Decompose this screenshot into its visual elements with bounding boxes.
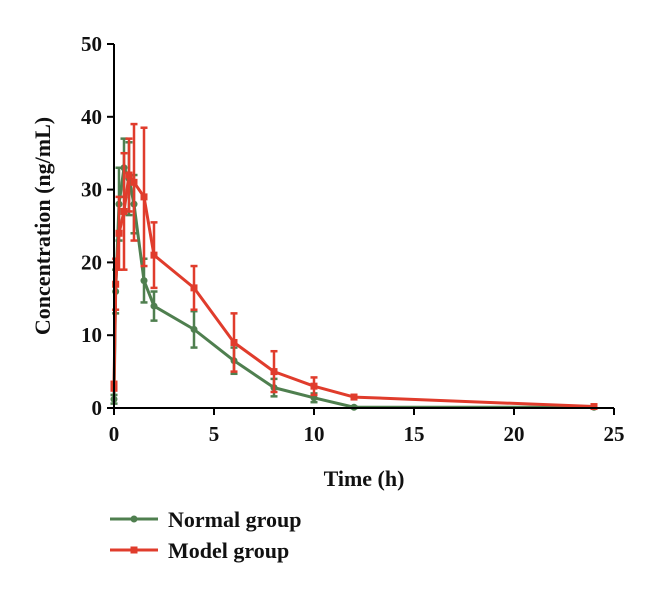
y-axis-title: Concentration (ng/mL) bbox=[30, 117, 55, 335]
legend-label-model-group: Model group bbox=[168, 538, 289, 563]
data-point bbox=[590, 403, 598, 411]
data-point bbox=[120, 207, 128, 215]
data-point bbox=[115, 229, 123, 237]
legend-label-normal-group: Normal group bbox=[168, 507, 301, 532]
series-normal-group bbox=[110, 137, 598, 411]
x-tick-label: 5 bbox=[209, 422, 220, 446]
y-tick-label: 0 bbox=[92, 396, 103, 420]
data-point bbox=[350, 393, 358, 401]
legend-item-model-group: Model group bbox=[110, 538, 289, 563]
series-model-group bbox=[110, 122, 598, 411]
y-tick-label: 10 bbox=[81, 323, 102, 347]
data-point bbox=[150, 302, 158, 310]
plot-area bbox=[110, 122, 598, 411]
data-point bbox=[310, 382, 318, 390]
y-tick-label: 50 bbox=[81, 32, 102, 56]
legend-marker-normal-group bbox=[130, 515, 138, 523]
series-line-normal-group bbox=[112, 166, 594, 409]
y-axis-ticks: 0 10 20 30 40 50 bbox=[81, 32, 114, 420]
x-axis-title: Time (h) bbox=[324, 466, 405, 491]
data-point bbox=[190, 325, 198, 333]
y-tick-label: 20 bbox=[81, 250, 102, 274]
legend-marker-model-group bbox=[130, 546, 138, 554]
x-tick-label: 15 bbox=[404, 422, 425, 446]
data-point bbox=[190, 284, 198, 292]
data-point bbox=[140, 193, 148, 201]
data-point bbox=[150, 251, 158, 259]
data-point bbox=[125, 171, 133, 179]
data-point bbox=[140, 277, 148, 285]
x-tick-label: 10 bbox=[304, 422, 325, 446]
x-tick-label: 25 bbox=[604, 422, 625, 446]
data-point bbox=[270, 368, 278, 376]
y-tick-label: 40 bbox=[81, 105, 102, 129]
legend: Normal group Model group bbox=[110, 507, 301, 563]
data-point bbox=[112, 280, 120, 288]
x-axis-ticks: 0 5 10 15 20 25 bbox=[109, 408, 625, 446]
x-tick-label: 20 bbox=[504, 422, 525, 446]
series-line-model-group bbox=[112, 173, 595, 409]
legend-item-normal-group: Normal group bbox=[110, 507, 301, 532]
x-tick-label: 0 bbox=[109, 422, 120, 446]
data-point bbox=[230, 338, 238, 346]
y-tick-label: 30 bbox=[81, 178, 102, 202]
data-point bbox=[130, 178, 138, 186]
